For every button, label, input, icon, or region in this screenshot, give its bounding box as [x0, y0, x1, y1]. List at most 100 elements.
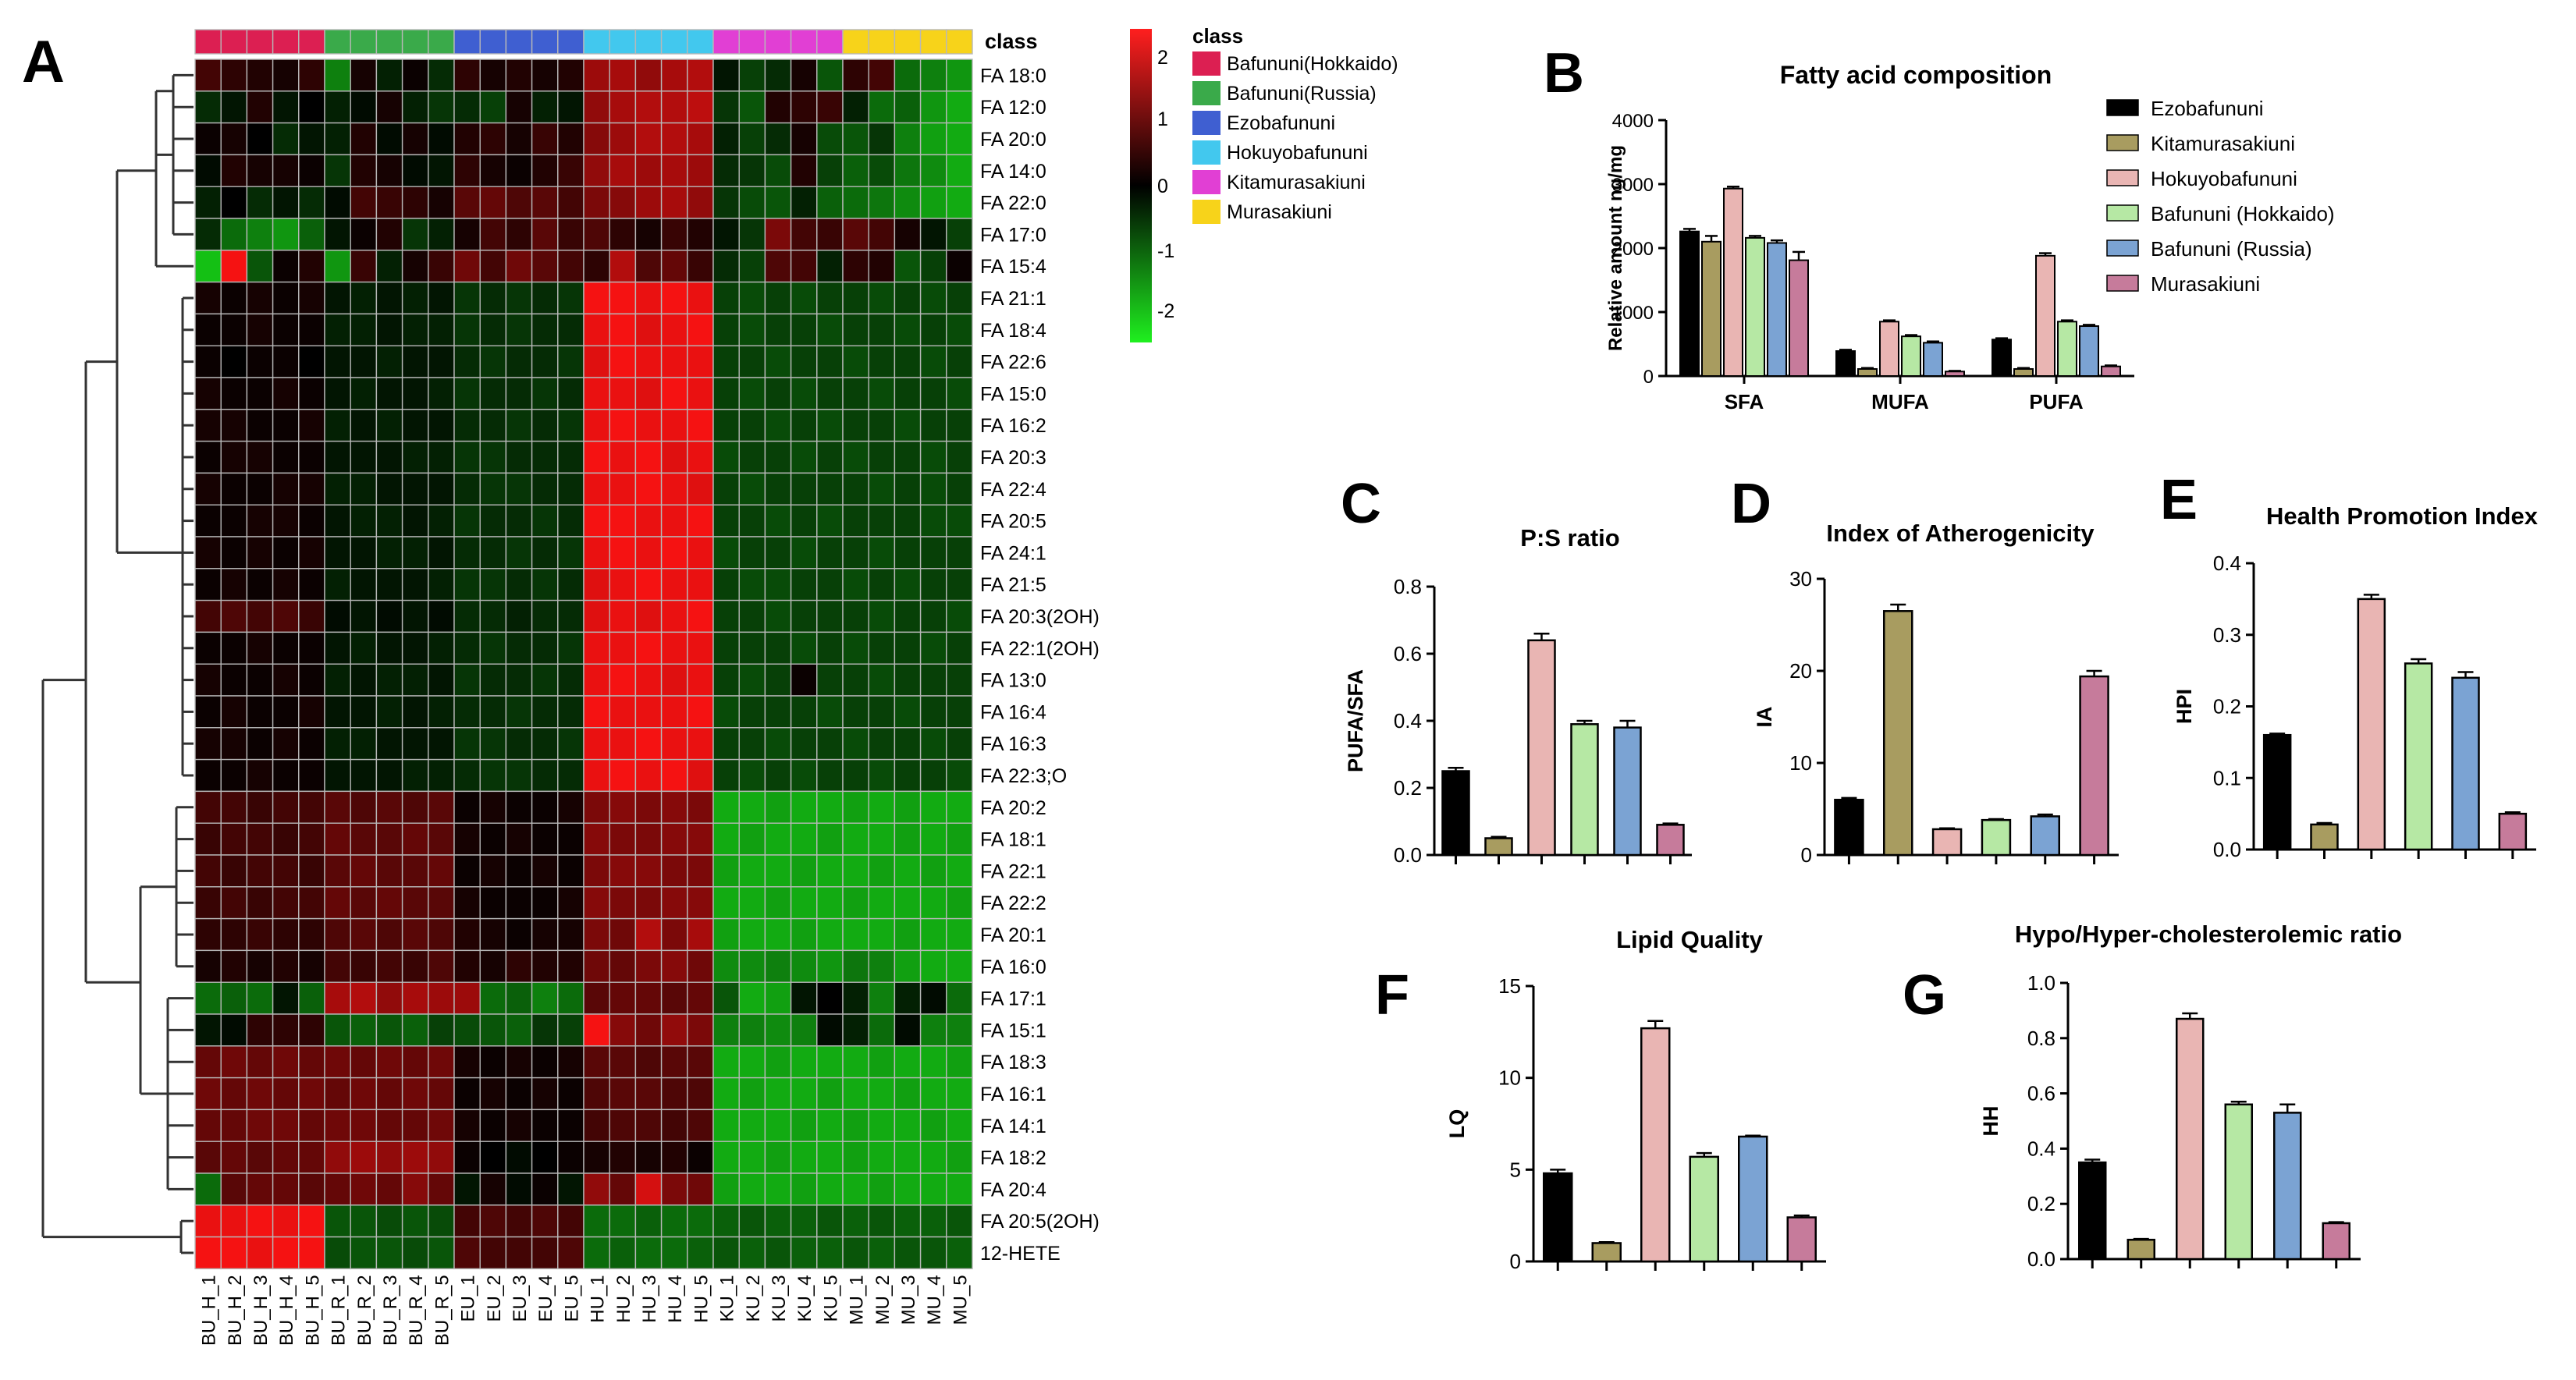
row-label: FA 20:4 [980, 1179, 1046, 1201]
heatmap-cell [894, 1045, 922, 1079]
heatmap-cell [428, 1077, 455, 1111]
class-bar-cell [375, 29, 403, 55]
heatmap-cell [375, 1172, 403, 1206]
bar [2079, 325, 2099, 378]
heatmap-cell [324, 409, 351, 442]
heatmap-cell [660, 599, 688, 633]
class-bar-cell [712, 29, 740, 55]
heatmap-cell [194, 472, 222, 506]
heatmap-cell [790, 854, 818, 888]
panel-letter-a: A [22, 29, 65, 95]
heatmap-cell [764, 345, 792, 378]
heatmap-cell [272, 1236, 300, 1270]
heatmap-cell [298, 345, 325, 378]
heatmap-cell [634, 345, 663, 378]
column-label: EU_1 [458, 1275, 479, 1321]
heatmap-cell [324, 886, 351, 920]
row-label: FA 16:3 [980, 733, 1046, 755]
heatmap-cell [505, 981, 533, 1015]
heatmap-cell [272, 250, 300, 283]
heatmap-cell [634, 727, 663, 761]
heatmap-cell [194, 504, 222, 537]
heatmap-cell [946, 758, 973, 793]
heatmap-cell [401, 1077, 429, 1111]
heatmap-cell [428, 886, 455, 920]
column-label: MU_2 [872, 1275, 894, 1325]
heatmap-cell [609, 1109, 637, 1142]
heatmap-cell [660, 822, 688, 856]
bar [1640, 1027, 1671, 1263]
heatmap-cell [428, 568, 455, 601]
heatmap-cell [634, 154, 663, 187]
heatmap-cell [220, 313, 248, 346]
heatmap-cell [687, 949, 714, 983]
heatmap-cell [479, 758, 507, 793]
heatmap-cell [428, 1204, 455, 1238]
heatmap-cell [660, 536, 688, 569]
heatmap-cell [738, 663, 766, 697]
heatmap-cell [764, 949, 792, 983]
heatmap-cell [842, 1077, 869, 1111]
y-tick-label: 0.0 [2213, 838, 2241, 861]
heatmap-cell [531, 90, 559, 124]
heatmap-cell [272, 218, 300, 251]
heatmap-cell [712, 472, 740, 506]
heatmap-cell [479, 663, 507, 697]
heatmap-cell [453, 568, 481, 601]
bar [1745, 236, 1765, 377]
heatmap-cell [790, 1013, 818, 1047]
heatmap-cell [298, 377, 325, 410]
legend-label: Hokuyobafununi [2151, 167, 2297, 190]
bar [2310, 823, 2339, 851]
legend-label: Murasakiuni [2151, 272, 2260, 296]
heatmap-cell [557, 981, 584, 1015]
heatmap-cell [220, 1045, 248, 1079]
heatmap-cell [660, 59, 688, 92]
heatmap-cell [790, 345, 818, 378]
heatmap-cell [609, 981, 637, 1015]
heatmap-cell [350, 631, 378, 665]
heatmap-cell [350, 790, 378, 824]
heatmap-cell [324, 536, 351, 569]
heatmap-cell [816, 1045, 844, 1079]
heatmap-cell [375, 409, 403, 442]
heatmap-cell [246, 886, 274, 920]
y-tick-label: 0 [1510, 1250, 1521, 1273]
heatmap-cell [401, 472, 429, 506]
heatmap-cell [919, 504, 947, 537]
heatmap-cell [298, 504, 325, 537]
heatmap-cell [505, 536, 533, 569]
heatmap-cell [634, 1045, 663, 1079]
heatmap-cell [246, 631, 274, 665]
row-label: FA 15:0 [980, 383, 1046, 405]
y-tick-label: 0.2 [2213, 695, 2241, 718]
heatmap-cell [531, 409, 559, 442]
heatmap-cell [401, 1013, 429, 1047]
heatmap-cell [583, 504, 610, 537]
heatmap-cell [868, 1236, 896, 1270]
heatmap-cell [764, 90, 792, 124]
row-label: FA 20:5 [980, 511, 1046, 533]
bar [1901, 335, 1921, 378]
heatmap-cell [272, 1109, 300, 1142]
heatmap-cell [531, 186, 559, 219]
heatmap-cell [946, 281, 973, 315]
heatmap-cell [816, 663, 844, 697]
heatmap-cell [298, 1109, 325, 1142]
heatmap-cell [816, 472, 844, 506]
class-bar-cell [946, 29, 973, 55]
legend-label: Hokuyobafununi [1227, 142, 1368, 164]
heatmap-cell [842, 631, 869, 665]
heatmap-cell [842, 281, 869, 315]
heatmap-cell [634, 949, 663, 983]
heatmap-cell [842, 790, 869, 824]
heatmap-cell [324, 218, 351, 251]
y-tick-label: 1.0 [2027, 971, 2055, 995]
bar [1879, 321, 1899, 377]
heatmap-cell [220, 281, 248, 315]
heatmap-cell [401, 822, 429, 856]
heatmap-cell [272, 409, 300, 442]
heatmap-cell [764, 599, 792, 633]
heatmap-cell [712, 599, 740, 633]
y-tick-label: 5 [1510, 1158, 1521, 1181]
